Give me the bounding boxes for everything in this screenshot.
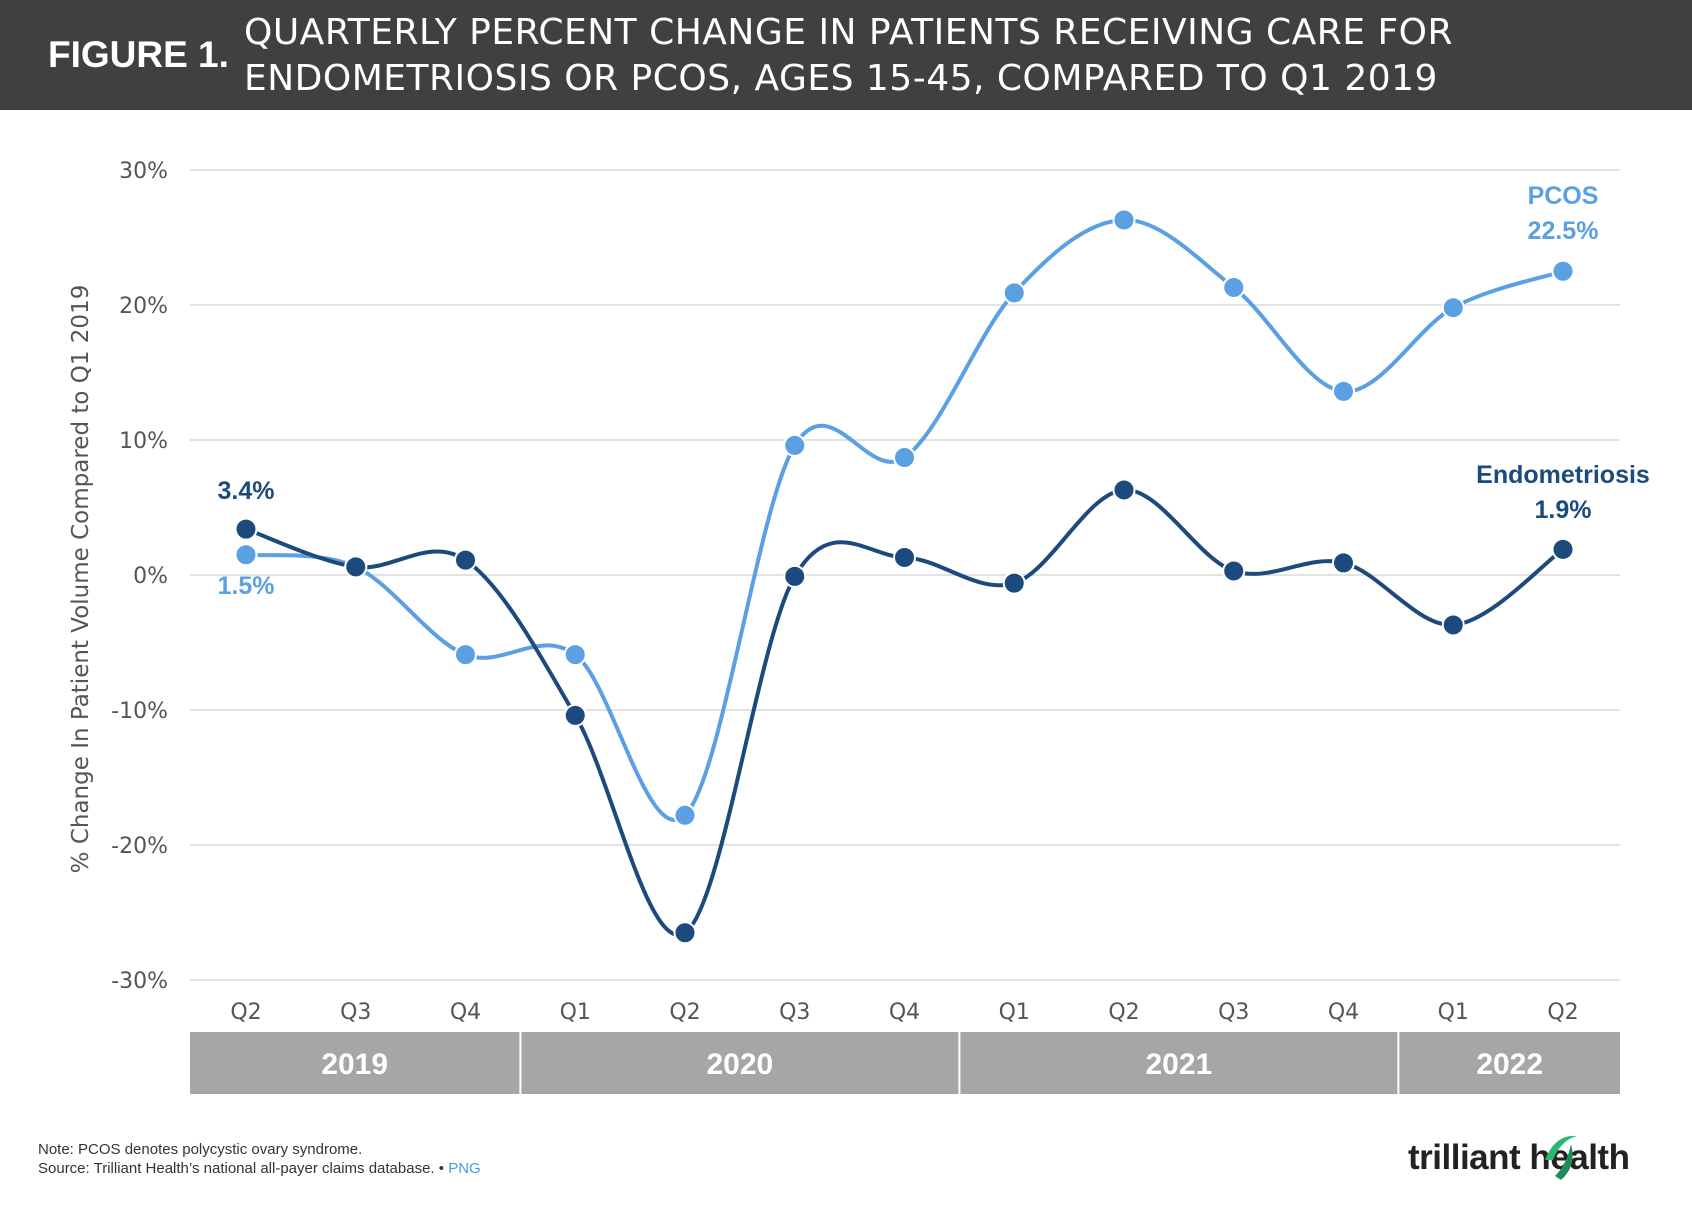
source-separator: • <box>438 1160 445 1177</box>
year-band-label: 2019 <box>321 1048 388 1081</box>
data-point-endometriosis <box>1551 537 1575 561</box>
data-point-endometriosis <box>673 921 697 945</box>
pcos-series-label: PCOS <box>1528 182 1599 210</box>
figure-label: FIGURE 1. <box>48 34 229 75</box>
y-tick-label: 20% <box>119 294 168 319</box>
x-tick-label: Q1 <box>560 1000 591 1025</box>
figure-header: FIGURE 1. QUARTERLY PERCENT CHANGE IN PA… <box>0 0 1692 110</box>
endometriosis-series-label: Endometriosis <box>1476 461 1650 489</box>
data-point-endometriosis <box>1112 478 1136 502</box>
x-tick-label: Q4 <box>450 1000 481 1025</box>
footnote-note: Note: PCOS denotes polycystic ovary synd… <box>38 1141 363 1158</box>
data-point-pcos <box>1332 379 1355 403</box>
trilliant-health-logo: trilliant health <box>1408 1135 1630 1180</box>
figure-title-line-2: ENDOMETRIOSIS OR PCOS, AGES 15-45, COMPA… <box>244 58 1438 99</box>
pcos-end-value-label: 22.5% <box>1528 217 1599 245</box>
line-chart: 30% 20% 10% 0% -10% -20% -30% % Change In Pati… <box>68 159 1650 1094</box>
endometriosis-end-value-label: 1.9% <box>1535 496 1592 524</box>
x-axis-ticks: Q2 Q3 Q4 Q1 Q2 Q3 Q4 Q1 Q2 Q3 Q4 Q1 Q2 <box>230 1000 1578 1025</box>
data-point-pcos <box>673 803 697 827</box>
data-labels: PCOS 22.5% Endometriosis 1.9% 3.4% 1.5% <box>218 182 1650 600</box>
data-point-pcos <box>1551 259 1575 283</box>
data-point-endometriosis <box>1222 559 1246 583</box>
y-tick-label: -10% <box>111 699 168 724</box>
data-point-pcos <box>1441 296 1465 320</box>
y-tick-label: 30% <box>119 159 168 184</box>
y-axis-ticks: 30% 20% 10% 0% -10% -20% -30% <box>111 159 168 994</box>
year-band <box>521 1032 959 1094</box>
data-point-pcos <box>234 543 258 567</box>
series-line-endometriosis <box>245 487 1565 937</box>
footnote-source: Source: Trilliant Health’s national all-… <box>38 1160 481 1177</box>
data-point-pcos <box>563 643 587 667</box>
x-tick-label: Q4 <box>889 1000 920 1025</box>
grid-lines <box>190 169 1620 981</box>
x-tick-label: Q2 <box>669 1000 700 1025</box>
data-point-endometriosis <box>1002 571 1026 595</box>
data-point-endometriosis <box>1332 551 1355 575</box>
series-lines <box>245 217 1565 937</box>
x-tick-label: Q3 <box>1218 1000 1249 1025</box>
figure-title-line-1: QUARTERLY PERCENT CHANGE IN PATIENTS REC… <box>244 12 1454 53</box>
data-point-endometriosis <box>344 555 368 579</box>
year-band <box>190 1032 520 1094</box>
x-tick-label: Q2 <box>1547 1000 1578 1025</box>
data-point-endometriosis <box>1441 613 1465 637</box>
data-points <box>234 208 1575 945</box>
y-tick-label: 10% <box>119 429 168 454</box>
x-tick-label: Q1 <box>999 1000 1030 1025</box>
trilliant-swoosh-icon <box>1545 1135 1577 1180</box>
data-point-endometriosis <box>454 548 477 572</box>
data-point-endometriosis <box>563 703 587 727</box>
data-point-endometriosis <box>893 545 916 569</box>
data-point-pcos <box>783 433 807 457</box>
year-band <box>1399 1032 1620 1094</box>
data-point-pcos <box>1222 275 1246 299</box>
year-band-label: 2020 <box>707 1048 774 1081</box>
year-band <box>960 1032 1398 1094</box>
y-tick-label: -30% <box>111 969 168 994</box>
data-point-endometriosis <box>783 564 807 588</box>
logo-text: trilliant health <box>1408 1138 1630 1177</box>
x-tick-label: Q2 <box>230 1000 261 1025</box>
x-tick-label: Q2 <box>1108 1000 1139 1025</box>
y-axis-label: % Change In Patient Volume Compared to Q… <box>68 285 94 874</box>
pcos-start-value-label: 1.5% <box>218 572 275 600</box>
data-point-pcos <box>893 446 916 470</box>
y-tick-label: 0% <box>133 564 168 589</box>
year-bands: 2019 2020 2021 2022 <box>190 1032 1620 1094</box>
figure-title: QUARTERLY PERCENT CHANGE IN PATIENTS REC… <box>244 10 1664 102</box>
series-line-pcos <box>245 217 1564 822</box>
source-text: Source: Trilliant Health’s national all-… <box>38 1160 435 1177</box>
data-point-endometriosis <box>234 517 258 541</box>
year-band-label: 2021 <box>1146 1048 1213 1081</box>
endometriosis-start-value-label: 3.4% <box>218 477 275 505</box>
year-band-label: 2022 <box>1476 1048 1543 1081</box>
x-tick-label: Q3 <box>779 1000 810 1025</box>
png-link[interactable]: PNG <box>448 1160 481 1177</box>
data-point-pcos <box>1112 208 1136 232</box>
data-point-pcos <box>1002 281 1026 305</box>
x-tick-label: Q4 <box>1328 1000 1359 1025</box>
x-tick-label: Q3 <box>340 1000 371 1025</box>
x-tick-label: Q1 <box>1438 1000 1469 1025</box>
data-point-pcos <box>454 643 477 667</box>
y-tick-label: -20% <box>111 834 168 859</box>
